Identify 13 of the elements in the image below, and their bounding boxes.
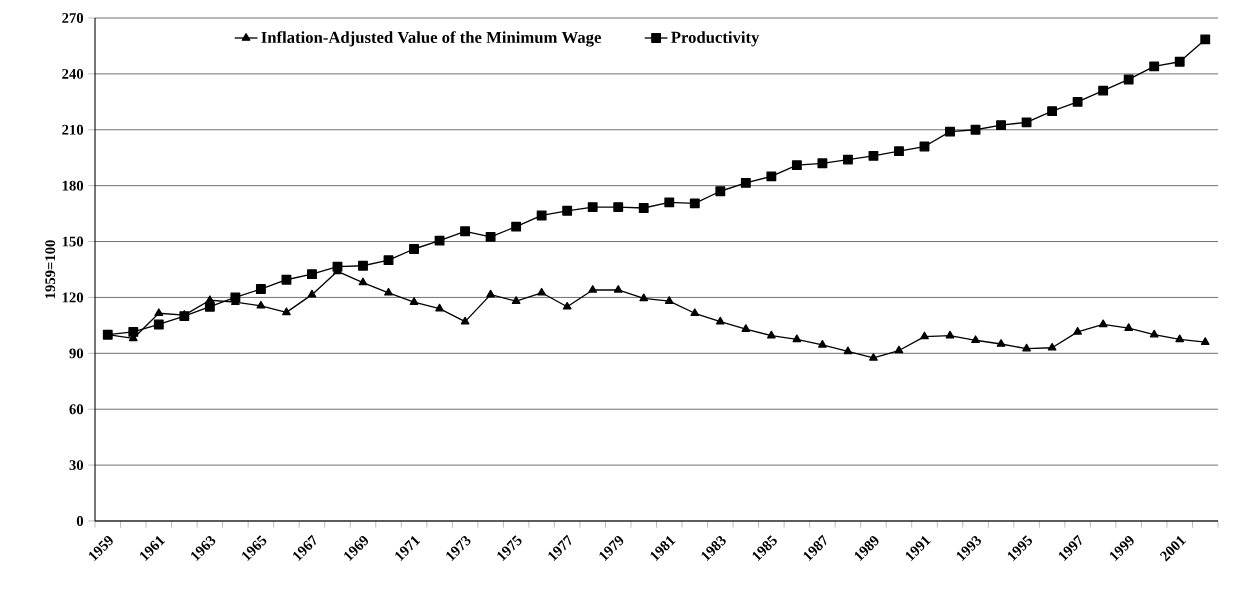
y-tick-label: 30: [69, 460, 84, 471]
legend-label: Productivity: [671, 31, 760, 47]
y-tick-label: 270: [62, 13, 84, 23]
y-tick-label: 60: [69, 404, 84, 415]
y-tick-label: 0: [76, 516, 84, 526]
y-tick-label: 210: [62, 124, 84, 135]
y-tick-label: 240: [62, 68, 84, 79]
y-tick-label: 180: [62, 180, 84, 191]
y-tick-label: 120: [62, 292, 84, 303]
legend-label: Inflation-Adjusted Value of the Minimum Wage: [261, 31, 601, 47]
y-axis-title: 1959=100: [45, 240, 56, 299]
y-tick-label: 90: [69, 348, 84, 359]
y-tick-label: 150: [62, 236, 84, 247]
